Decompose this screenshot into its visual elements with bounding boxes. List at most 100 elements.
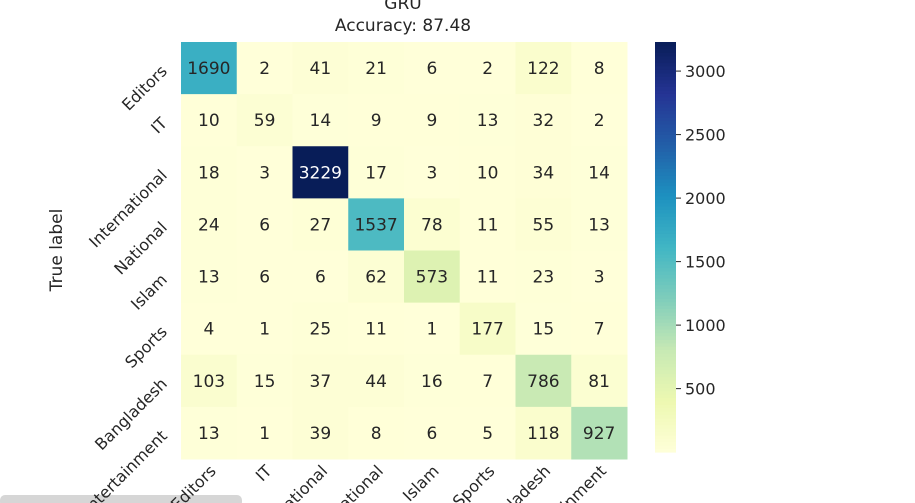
cell-label: 7 — [482, 372, 493, 392]
colorbar-segment — [655, 233, 676, 238]
colorbar-segment — [655, 393, 676, 398]
cell-label: 27 — [310, 215, 332, 235]
cell-label: 41 — [310, 59, 332, 79]
colorbar-tick-label: 1500 — [685, 253, 726, 272]
cell-label: 927 — [583, 424, 615, 444]
cell-label: 37 — [310, 372, 332, 392]
colorbar-segment — [655, 182, 676, 187]
colorbar-segment — [655, 226, 676, 231]
heatmap-cell — [515, 354, 572, 408]
cell-label: 1537 — [354, 215, 397, 235]
heatmap-cell — [571, 354, 628, 408]
colorbar-segment — [655, 52, 676, 57]
cell-label: 11 — [477, 215, 499, 235]
cell-label: 15 — [533, 320, 555, 340]
heatmap-cell — [236, 250, 293, 304]
heatmap-cell — [181, 42, 238, 95]
colorbar-segment — [655, 65, 676, 70]
cell-label: 15 — [254, 372, 276, 392]
colorbar-segment — [655, 305, 676, 310]
colorbar-segment — [655, 322, 676, 327]
colorbar-tick-label: 1000 — [685, 316, 726, 335]
colorbar-segment — [655, 441, 676, 446]
colorbar-segment — [655, 387, 676, 392]
colorbar-segment — [655, 161, 676, 166]
colorbar-segment — [655, 380, 676, 385]
colorbar-segment — [655, 192, 676, 197]
colorbar-segment — [655, 335, 676, 340]
cell-label: 3 — [426, 163, 437, 183]
cell-label: 7 — [594, 320, 605, 340]
heatmap-cell — [236, 146, 293, 199]
cell-label: 8 — [371, 424, 382, 444]
colorbar-segment — [655, 202, 676, 207]
colorbar-segment — [655, 110, 676, 115]
colorbar-segment — [655, 318, 676, 323]
cell-label: 1690 — [187, 59, 230, 79]
colorbar-segment — [655, 45, 676, 50]
heatmap-cell — [404, 302, 461, 356]
colorbar-segment — [655, 76, 676, 81]
colorbar-segment — [655, 376, 676, 381]
colorbar-segment — [655, 247, 676, 252]
cell-label: 13 — [588, 215, 610, 235]
chart-subtitle: Accuracy: 87.48 — [335, 16, 471, 36]
colorbar-segment — [655, 147, 676, 152]
colorbar-segment — [655, 397, 676, 402]
colorbar-segment — [655, 325, 676, 330]
heatmap-cell — [459, 198, 516, 251]
heatmap-cell — [236, 354, 293, 408]
colorbar-segment — [655, 89, 676, 94]
heatmap-cell — [404, 42, 461, 95]
cell-label: 34 — [533, 163, 555, 183]
heatmap-cell — [181, 198, 238, 251]
colorbar-segment — [655, 438, 676, 443]
heatmap-cell — [348, 302, 405, 356]
colorbar-segment — [655, 257, 676, 262]
colorbar-segment — [655, 188, 676, 193]
cell-label: 25 — [310, 320, 332, 340]
cell-label: 3229 — [299, 163, 342, 183]
cell-label: 11 — [477, 268, 499, 288]
colorbar-segment — [655, 144, 676, 149]
cell-label: 9 — [426, 111, 437, 131]
y-tick-label: Entertainment — [76, 426, 171, 503]
colorbar-segment — [655, 96, 676, 101]
colorbar-segment — [655, 42, 676, 47]
heatmap-cell — [292, 406, 349, 460]
heatmap-cell — [292, 250, 349, 304]
colorbar-segment — [655, 277, 676, 282]
heatmap-cell — [348, 146, 405, 199]
scrollbar[interactable] — [0, 495, 242, 503]
heatmap-cell — [515, 42, 572, 95]
y-tick-label: Islam — [127, 270, 171, 314]
heatmap-cell — [292, 146, 349, 199]
heatmap-cell — [515, 406, 572, 460]
cell-label: 10 — [477, 163, 499, 183]
y-axis-label: True label — [47, 209, 67, 293]
colorbar-segment — [655, 421, 676, 426]
colorbar-tick-label: 500 — [685, 380, 716, 399]
x-tick-label: National — [326, 461, 387, 503]
cell-label: 62 — [365, 268, 387, 288]
heatmap-cell — [404, 94, 461, 147]
colorbar-segment — [655, 431, 676, 436]
colorbar-segment — [655, 294, 676, 299]
colorbar-segment — [655, 332, 676, 337]
heatmap-cell — [181, 250, 238, 304]
y-tick-label: Editors — [118, 61, 171, 114]
colorbar-segment — [655, 352, 676, 357]
heatmap-cell — [236, 302, 293, 356]
heatmap-cell — [348, 94, 405, 147]
colorbar-segment — [655, 100, 676, 105]
heatmap-cell — [515, 146, 572, 199]
colorbar-segment — [655, 206, 676, 211]
heatmap-cell — [459, 302, 516, 356]
colorbar-segment — [655, 250, 676, 255]
cell-label: 18 — [198, 163, 220, 183]
heatmap-cell — [404, 250, 461, 304]
heatmap-cell — [404, 146, 461, 199]
heatmap-cell — [571, 94, 628, 147]
colorbar-segment — [655, 434, 676, 439]
colorbar-segment — [655, 342, 676, 347]
